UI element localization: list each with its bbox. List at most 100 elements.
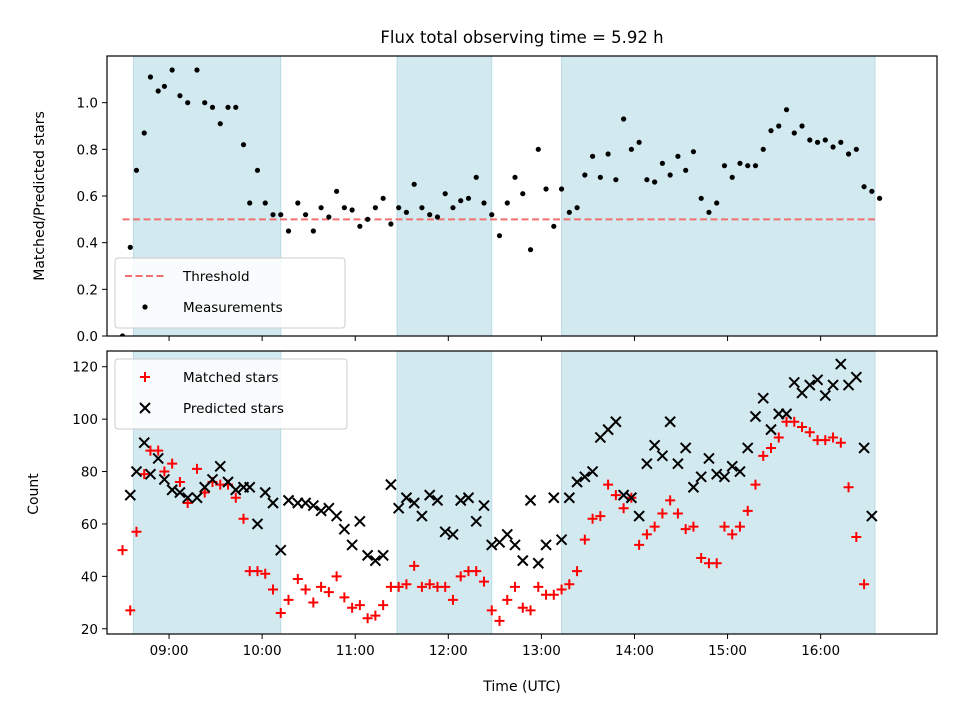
- data-point: [378, 600, 389, 611]
- data-point: [431, 494, 444, 507]
- y-tick-label: 0.8: [77, 142, 98, 158]
- data-point: [318, 205, 324, 211]
- data-point: [597, 174, 603, 180]
- data-point: [634, 539, 645, 550]
- data-point: [326, 214, 332, 220]
- data-point: [509, 539, 521, 551]
- data-point: [174, 486, 186, 499]
- data-point: [349, 207, 355, 213]
- data-point: [346, 539, 358, 551]
- data-point: [393, 581, 404, 592]
- data-point: [292, 573, 303, 584]
- data-point: [233, 104, 239, 110]
- data-point: [659, 160, 666, 166]
- data-point: [633, 510, 645, 522]
- data-point: [354, 515, 366, 528]
- data-point: [471, 566, 482, 577]
- data-point: [225, 104, 231, 110]
- data-point: [749, 410, 762, 423]
- data-point: [409, 560, 420, 571]
- data-point: [247, 200, 253, 206]
- data-point: [665, 495, 676, 506]
- data-point: [465, 195, 472, 201]
- data-point: [766, 442, 776, 453]
- data-point: [830, 144, 836, 150]
- data-point: [124, 489, 136, 501]
- data-point: [478, 499, 490, 512]
- data-point: [316, 581, 327, 592]
- data-point: [687, 481, 700, 493]
- data-point: [734, 465, 746, 478]
- data-point: [252, 566, 263, 577]
- data-point: [680, 524, 691, 535]
- data-point: [540, 539, 552, 551]
- y-tick-label: 0.4: [77, 236, 98, 252]
- y-tick-label: 0.6: [77, 189, 98, 205]
- series-measurements: [119, 67, 883, 336]
- data-point: [177, 93, 183, 99]
- x-tick-label: 12:00: [429, 643, 468, 659]
- data-point: [361, 549, 374, 562]
- data-point: [174, 477, 185, 488]
- data-point: [270, 212, 276, 218]
- plot-area: [117, 358, 878, 626]
- data-point: [845, 151, 852, 157]
- top-y-axis-label: Matched/Predicted stars: [32, 111, 48, 281]
- data-point: [776, 123, 782, 129]
- data-point: [799, 123, 805, 129]
- data-point: [706, 209, 712, 215]
- data-point: [532, 557, 544, 569]
- data-point: [330, 510, 343, 522]
- data-point: [481, 200, 487, 206]
- data-point: [843, 482, 854, 493]
- data-point: [548, 492, 560, 504]
- data-point: [310, 228, 316, 234]
- data-point: [822, 137, 828, 143]
- data-point: [458, 198, 464, 204]
- data-point: [861, 184, 867, 190]
- data-point: [214, 460, 226, 473]
- data-point: [202, 100, 208, 106]
- data-point: [486, 539, 498, 551]
- data-point: [400, 492, 413, 504]
- y-tick-label: 120: [72, 360, 98, 376]
- data-point: [610, 490, 621, 501]
- legend: Matched stars Predicted stars: [114, 358, 348, 430]
- data-point: [572, 566, 583, 577]
- data-point: [621, 116, 627, 122]
- data-point: [788, 376, 800, 389]
- data-point: [858, 442, 870, 454]
- data-point: [166, 484, 178, 496]
- legend-label: Threshold: [182, 269, 250, 285]
- data-point: [636, 139, 642, 145]
- bottom-panel: 20 40 60 80 100 120 09:00 10:00 11:00 12:00 13:00 1…: [72, 350, 938, 659]
- data-point: [652, 179, 658, 185]
- data-point: [742, 442, 754, 454]
- data-point: [835, 437, 846, 448]
- data-point: [667, 172, 673, 178]
- axes-frame: [106, 350, 938, 635]
- data-point: [533, 581, 544, 592]
- data-point: [185, 100, 191, 106]
- data-point: [169, 67, 175, 73]
- data-point: [566, 209, 572, 215]
- data-point: [517, 602, 528, 613]
- data-point: [859, 579, 870, 590]
- data-point: [181, 492, 194, 504]
- data-point: [138, 437, 150, 449]
- data-point: [347, 602, 358, 613]
- top-panel: 0.0 0.2 0.4 0.6 0.8 1.0 Threshold Measurements: [77, 55, 938, 345]
- data-point: [299, 497, 312, 509]
- data-point: [876, 195, 883, 201]
- data-point: [334, 188, 340, 194]
- data-point: [504, 200, 510, 206]
- data-point: [133, 167, 140, 173]
- data-point: [752, 163, 759, 169]
- data-point: [714, 200, 720, 206]
- data-point: [354, 600, 365, 611]
- data-point: [268, 584, 278, 595]
- data-point: [308, 597, 319, 608]
- data-point: [535, 146, 541, 152]
- data-point: [182, 497, 193, 508]
- data-point: [574, 205, 580, 211]
